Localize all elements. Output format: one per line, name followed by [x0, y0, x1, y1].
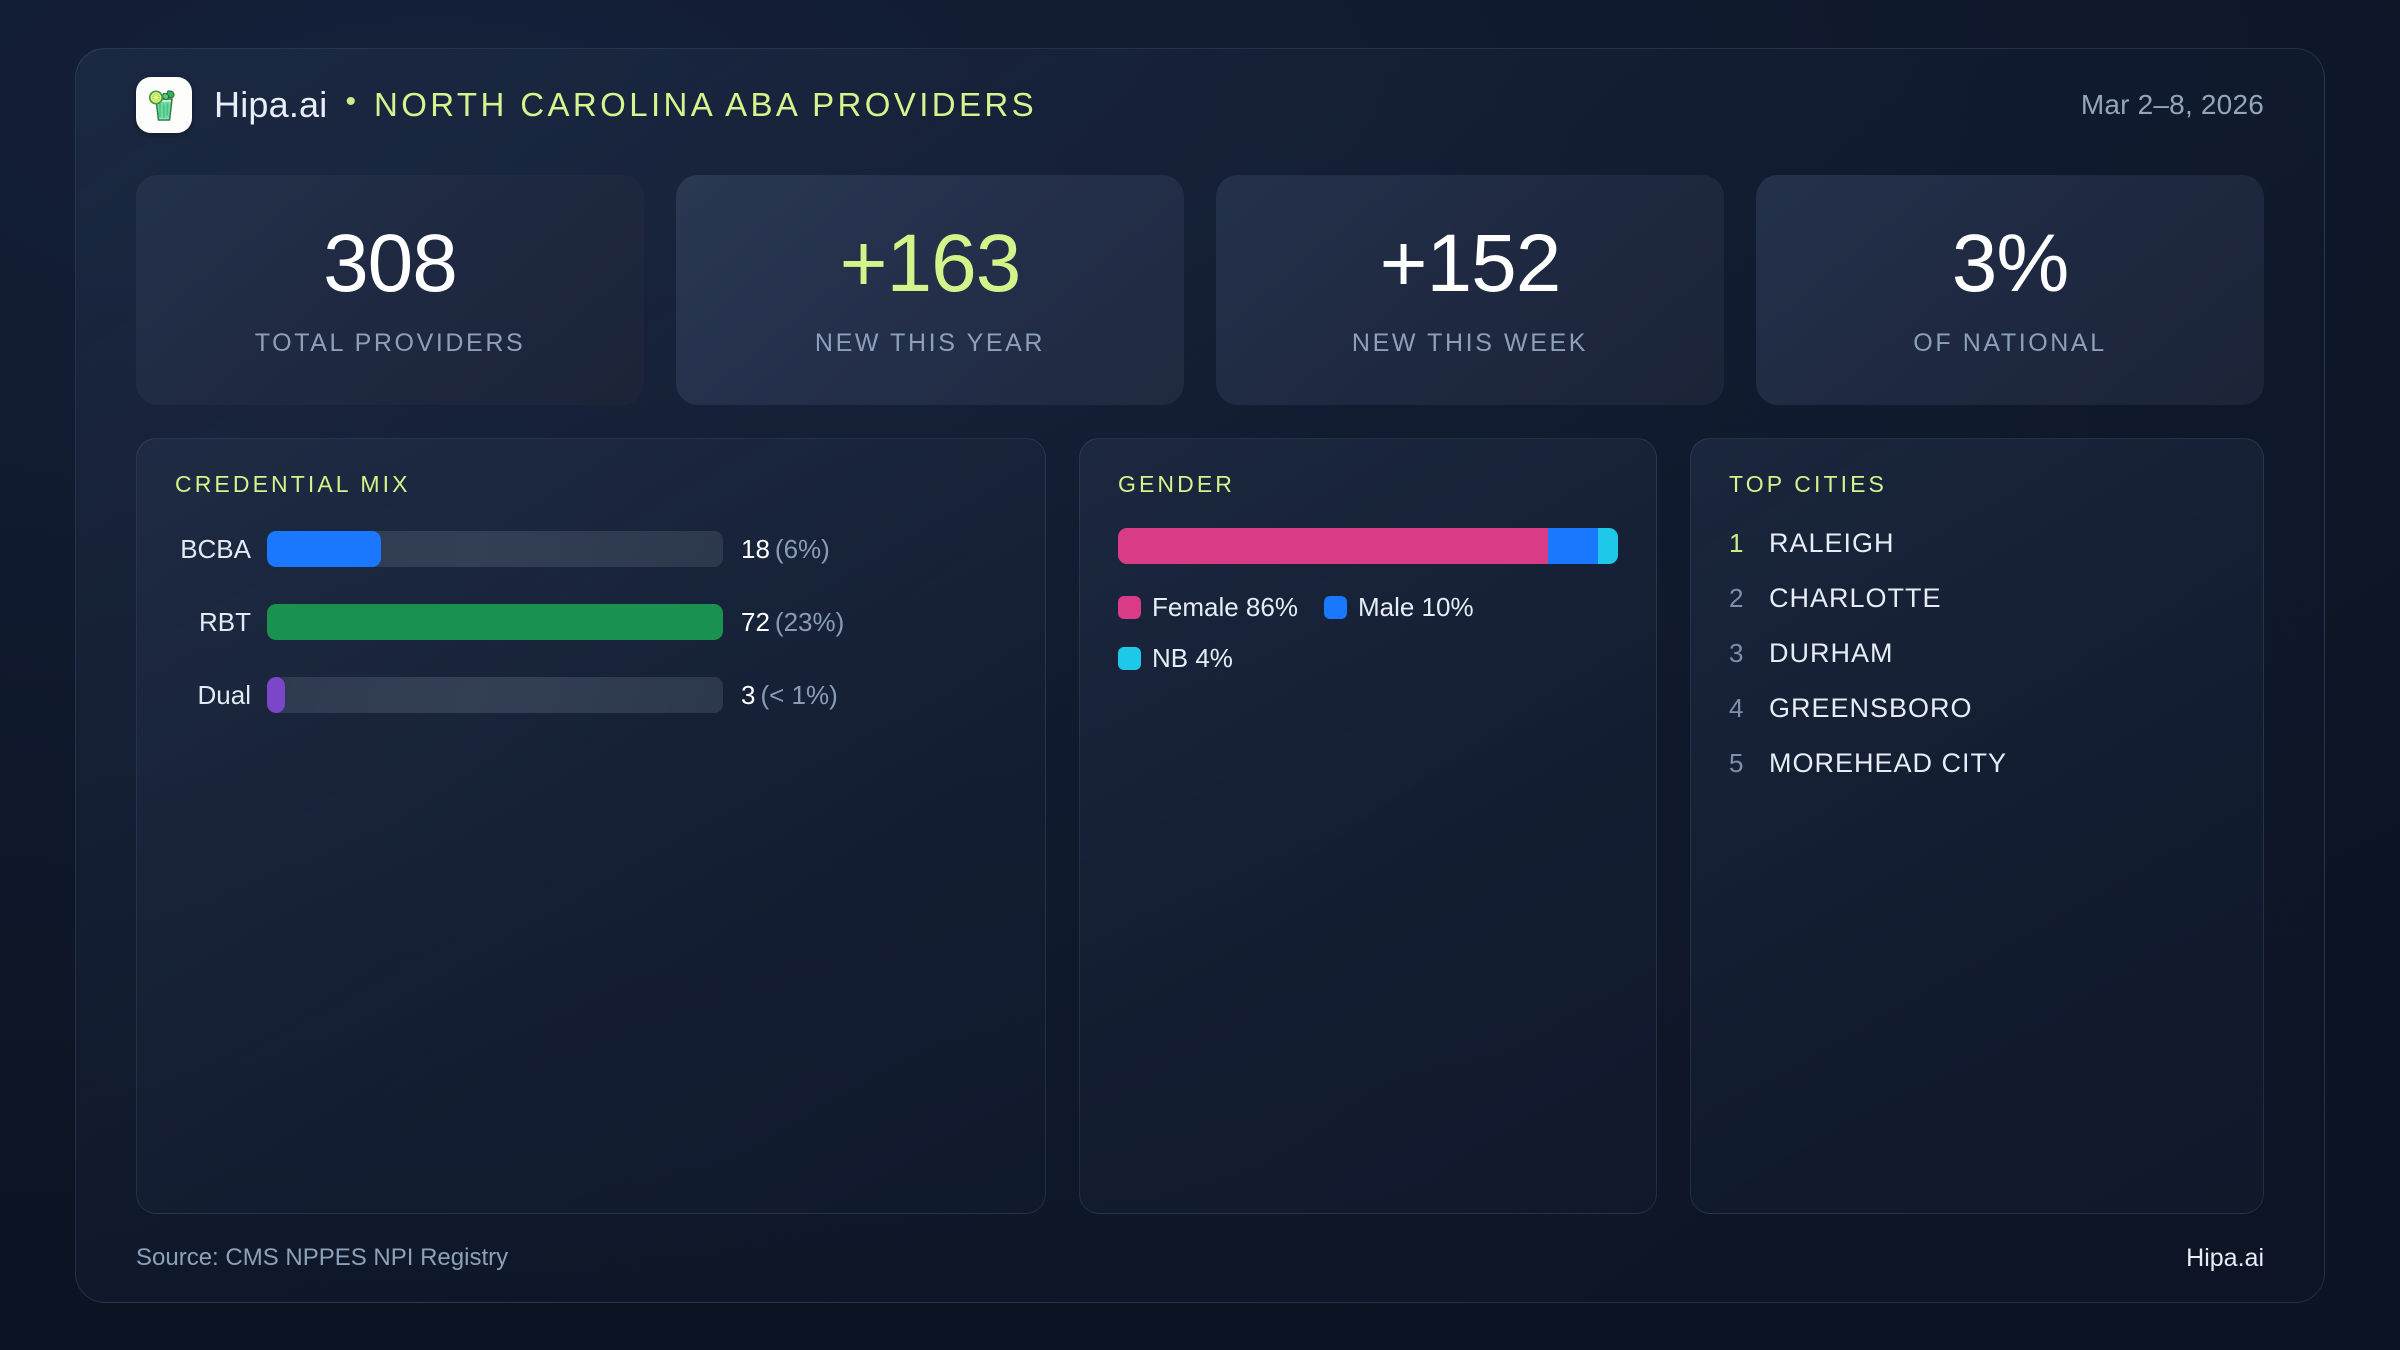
- mojito-drink-icon: [136, 77, 192, 133]
- credential-label: RBT: [199, 606, 251, 637]
- legend-item-nb: NB 4%: [1118, 643, 1233, 674]
- city-name: DURHAM: [1769, 638, 1894, 668]
- dashboard-header: Hipa.ai • NORTH CAROLINA ABA PROVIDERS M…: [136, 49, 2264, 161]
- footer-brand: Hipa.ai: [2186, 1243, 2264, 1272]
- source-attribution: Source: CMS NPPES NPI Registry: [136, 1244, 509, 1271]
- legend-item-male: Male 10%: [1323, 592, 1474, 623]
- kpi-label: TOTAL PROVIDERS: [254, 328, 526, 357]
- kpi-card-new-this-week: +152 NEW THIS WEEK: [1216, 175, 1724, 405]
- city-list-item-5: 5 MOREHEAD CITY: [1729, 748, 2225, 779]
- legend-label: NB 4%: [1152, 643, 1233, 673]
- legend-swatch-icon: [1323, 596, 1347, 619]
- gender-segment-female: [1118, 528, 1548, 564]
- city-name: GREENSBORO: [1769, 693, 1973, 723]
- gender-legend: Female 86% Male 10% NB 4%: [1118, 592, 1558, 674]
- page-title: NORTH CAROLINA ABA PROVIDERS: [373, 86, 1038, 123]
- credential-value: 3 (< 1%): [741, 680, 838, 711]
- legend-label: Male 10%: [1357, 592, 1474, 622]
- gender-segment-nb: [1598, 528, 1618, 564]
- credential-count: 18: [741, 533, 770, 564]
- credential-bar-track: [267, 677, 723, 713]
- credential-count: 72: [741, 606, 770, 637]
- panel-top-cities: TOP CITIES 1 RALEIGH 2 CHARLOTTE 3 DURHA…: [1690, 438, 2264, 1214]
- credential-bar-track: [267, 604, 723, 640]
- legend-label: Female 86%: [1152, 592, 1298, 622]
- kpi-label: OF NATIONAL: [1913, 328, 2107, 357]
- credential-count: 3: [741, 679, 756, 710]
- date-range: Mar 2–8, 2026: [2080, 89, 2264, 120]
- panel-credential-mix: CREDENTIAL MIX BCBA 18 (6%) RBT 72 (23%): [136, 438, 1046, 1214]
- city-name: CHARLOTTE: [1769, 583, 1942, 613]
- city-list-item-2: 2 CHARLOTTE: [1729, 583, 2225, 614]
- city-list-item-1: 1 RALEIGH: [1729, 528, 2225, 559]
- panel-title: TOP CITIES: [1729, 471, 1887, 497]
- header-separator-dot: •: [345, 85, 356, 118]
- kpi-value: +152: [1379, 217, 1562, 309]
- credential-value: 72 (23%): [741, 607, 844, 638]
- credential-bar-fill: [267, 604, 723, 640]
- city-rank: 2: [1729, 583, 1744, 613]
- credential-label: BCBA: [180, 533, 251, 564]
- credential-percent: (23%): [774, 606, 845, 637]
- city-rank: 3: [1729, 638, 1744, 668]
- panel-title: CREDENTIAL MIX: [175, 471, 411, 497]
- gender-segment-male: [1548, 528, 1598, 564]
- city-list-item-4: 4 GREENSBORO: [1729, 693, 2225, 724]
- city-name: RALEIGH: [1769, 528, 1895, 558]
- credential-row-rbt: RBT 72 (23%): [175, 601, 1007, 643]
- city-rank: 1: [1729, 528, 1744, 558]
- credential-bar-fill: [267, 531, 381, 567]
- dashboard-footer: Source: CMS NPPES NPI Registry Hipa.ai: [136, 1214, 2264, 1302]
- city-name: MOREHEAD CITY: [1769, 748, 2008, 778]
- kpi-value: +163: [839, 217, 1022, 309]
- legend-item-female: Female 86%: [1118, 592, 1298, 623]
- city-rank: 5: [1729, 748, 1744, 778]
- kpi-label: NEW THIS WEEK: [1351, 328, 1589, 357]
- credential-percent: (6%): [774, 533, 830, 564]
- legend-swatch-icon: [1118, 596, 1141, 619]
- kpi-card-total-providers: 308 TOTAL PROVIDERS: [136, 175, 644, 405]
- brand-name: Hipa.ai: [214, 84, 328, 125]
- dashboard-frame: Hipa.ai • NORTH CAROLINA ABA PROVIDERS M…: [75, 48, 2325, 1303]
- kpi-label: NEW THIS YEAR: [814, 328, 1046, 357]
- credential-value: 18 (6%): [741, 534, 830, 565]
- city-list-item-3: 3 DURHAM: [1729, 638, 2225, 669]
- panels-row: CREDENTIAL MIX BCBA 18 (6%) RBT 72 (23%): [136, 438, 2264, 1214]
- credential-bar-track: [267, 531, 723, 567]
- credential-row-dual: Dual 3 (< 1%): [175, 674, 1007, 716]
- kpi-value: 3%: [1951, 217, 2070, 309]
- panel-gender: GENDER Female 86% Male 10% NB 4%: [1079, 438, 1657, 1214]
- credential-bar-fill: [267, 677, 286, 713]
- city-rank: 4: [1729, 693, 1744, 723]
- kpi-value: 308: [323, 217, 458, 309]
- legend-swatch-icon: [1118, 647, 1141, 670]
- credential-label: Dual: [197, 679, 251, 710]
- credential-percent: (< 1%): [760, 679, 838, 710]
- kpi-row: 308 TOTAL PROVIDERS +163 NEW THIS YEAR +…: [136, 175, 2264, 405]
- kpi-card-of-national: 3% OF NATIONAL: [1756, 175, 2264, 405]
- gender-stacked-bar: [1118, 528, 1618, 564]
- credential-row-bcba: BCBA 18 (6%): [175, 528, 1007, 570]
- panel-title: GENDER: [1118, 471, 1236, 497]
- kpi-card-new-this-year: +163 NEW THIS YEAR: [676, 175, 1184, 405]
